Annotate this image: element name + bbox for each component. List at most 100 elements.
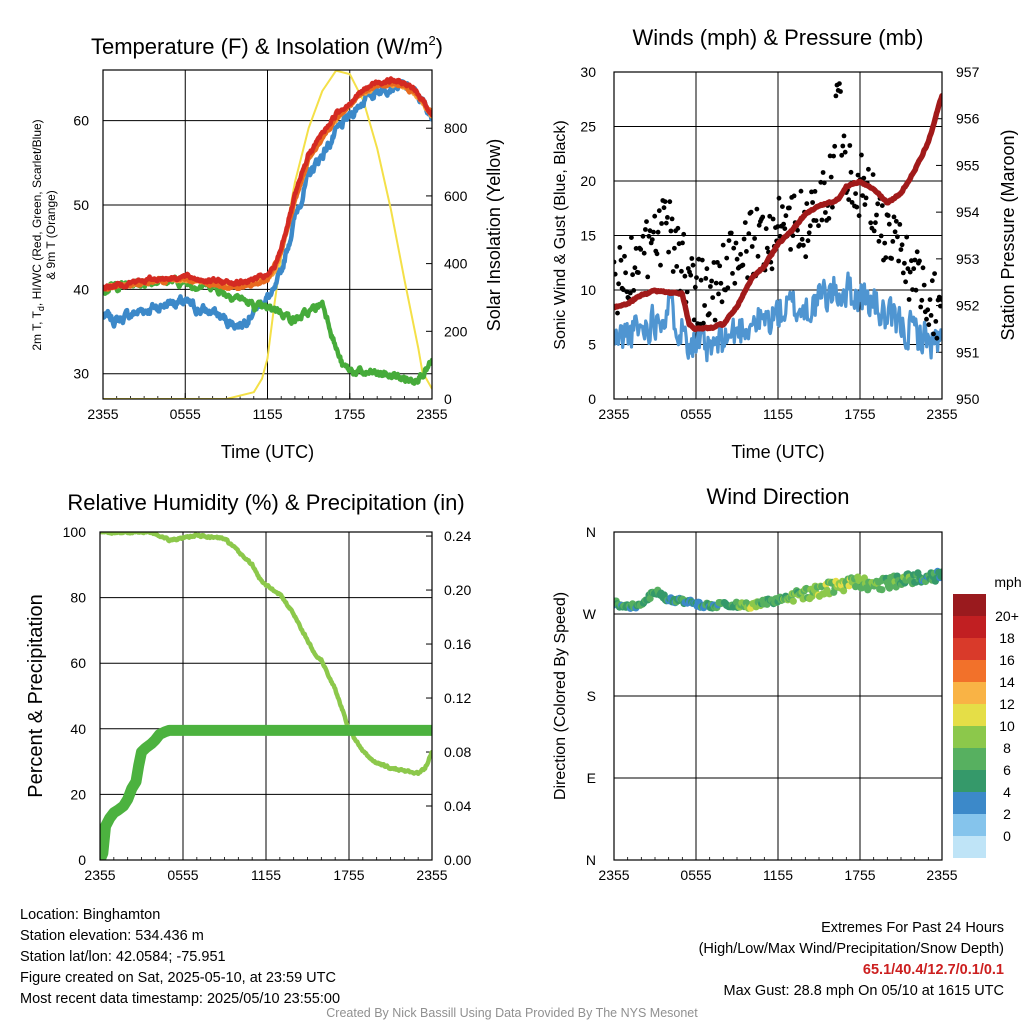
winds-gust-point	[889, 256, 894, 261]
winds-gust-point	[841, 133, 847, 139]
winds-gust-point	[741, 236, 747, 242]
winds-gust-point	[702, 303, 707, 308]
winds-x-tick-label: 2355	[926, 406, 957, 422]
winds-gust-point	[718, 280, 724, 286]
rh-title: Relative Humidity (%) & Precipitation (i…	[67, 490, 464, 515]
winds-gust-point	[898, 247, 904, 253]
temp-y2-tick-label: 400	[444, 256, 468, 272]
winds-x-tick-label: 1155	[763, 406, 793, 422]
winds-gust-point	[929, 278, 935, 284]
temp-y-label-part: , HI/WC (Red, Green, Scarlet/Blue)	[30, 119, 44, 306]
winds-gust-point	[688, 272, 694, 278]
winds-gust-point	[659, 221, 664, 226]
winds-gust-point	[832, 143, 838, 149]
winds-gust-point	[791, 193, 797, 199]
winds-gust-point	[921, 282, 927, 288]
rh-x-tick-label: 1755	[333, 867, 364, 883]
temp-x-label: Time (UTC)	[221, 442, 314, 462]
winds-x-tick-label: 1755	[844, 406, 875, 422]
colorbar-swatch	[953, 682, 986, 704]
rh-y-tick-label: 0	[78, 852, 86, 868]
winds-gust-point	[925, 307, 931, 313]
winds-gust-point	[860, 193, 865, 199]
temp-x-tick-label: 2355	[416, 406, 447, 422]
rh-y2-tick-label: 0.16	[444, 636, 471, 652]
winds-gust-point	[798, 188, 804, 194]
temp-x-tick-label: 1755	[334, 406, 365, 422]
winds-gust-point	[918, 304, 924, 310]
credit-line: Created By Nick Bassill Using Data Provi…	[326, 1006, 698, 1020]
dir-y-tick-label: N	[586, 852, 596, 868]
station-elevation: Station elevation: 534.436 m	[20, 928, 204, 944]
winds-gust-point	[876, 238, 882, 244]
winds-gust-point	[886, 221, 892, 227]
winds-gust-point	[931, 331, 936, 337]
winds-gust-point	[756, 222, 762, 228]
winds-gust-point	[827, 153, 833, 159]
dir-title: Wind Direction	[706, 484, 849, 509]
winds-gust-point	[656, 208, 662, 214]
winds-frame	[613, 71, 943, 400]
temp-y2-tick-label: 200	[444, 323, 468, 339]
winds-gust-point	[755, 253, 761, 259]
winds-gust-point	[711, 260, 717, 265]
winds-gust-point	[838, 89, 843, 94]
winds-gust-point	[712, 317, 718, 323]
dir-x-tick-label: 2355	[598, 867, 629, 883]
winds-y2-tick-label: 952	[956, 298, 980, 314]
winds-gust-point	[871, 228, 877, 234]
winds-gust-point	[754, 206, 760, 212]
winds-gust-point	[708, 284, 713, 289]
rh-y-tick-label: 80	[70, 590, 86, 606]
dir-point	[840, 587, 848, 595]
winds-gust-point	[870, 172, 876, 178]
rh-y-label: Percent & Precipitation	[25, 594, 47, 797]
rh-y-tick-label: 40	[70, 721, 86, 737]
dir-series-group	[614, 567, 942, 612]
dir-y-label: Direction (Colored By Speed)	[552, 592, 569, 800]
winds-gust-point	[752, 236, 757, 241]
winds-gust-point	[649, 237, 655, 243]
winds-gust-point	[690, 262, 696, 268]
winds-gust-point	[926, 322, 932, 328]
winds-gust-point	[900, 270, 906, 276]
winds-gust-point	[927, 297, 933, 302]
winds-gust-point	[733, 240, 739, 246]
winds-gust-point	[875, 201, 881, 207]
winds-gust-point	[638, 247, 644, 252]
winds-gust-point	[904, 234, 910, 240]
colorbar-label: 0	[1003, 828, 1011, 844]
winds-gust-point	[618, 257, 624, 263]
rh-series-precip	[100, 724, 432, 860]
rh-frame	[99, 531, 433, 861]
colorbar-swatch	[953, 616, 986, 638]
winds-gust-point	[805, 238, 811, 244]
winds-gust-point	[654, 251, 660, 257]
winds-gust-point	[874, 212, 879, 218]
winds-gust-point	[734, 256, 740, 262]
winds-panel: 0 5 10 15 20 25 30 950 951 952 953 954 955 956 957 2355…	[552, 25, 1018, 462]
winds-y2-tick-label: 957	[956, 64, 980, 80]
rh-series-group	[100, 532, 432, 860]
colorbar-swatch	[953, 836, 986, 858]
winds-gust-point	[726, 238, 732, 244]
temp-y-tick-label: 60	[73, 113, 89, 129]
station-latlon: Station lat/lon: 42.0584; -75.951	[20, 949, 226, 965]
winds-gust-point	[689, 256, 695, 261]
winds-gust-point	[907, 269, 913, 275]
colorbar-label: 12	[999, 696, 1015, 712]
figure-created: Figure created on Sat, 2025-05-10, at 23…	[20, 970, 336, 986]
winds-gust-point	[902, 260, 907, 266]
winds-gust-point	[636, 270, 641, 275]
temp-series-solar	[103, 70, 432, 399]
colorbar-swatch	[953, 770, 986, 792]
winds-y-label: Sonic Wind & Gust (Blue, Black)	[552, 120, 569, 349]
winds-gust-point	[731, 245, 737, 251]
winds-gust-point	[938, 303, 942, 309]
winds-gust-point	[746, 231, 752, 237]
winds-gust-point	[890, 239, 896, 244]
winds-gust-point	[728, 230, 734, 236]
temp-x-tick-label: 1155	[252, 406, 282, 422]
